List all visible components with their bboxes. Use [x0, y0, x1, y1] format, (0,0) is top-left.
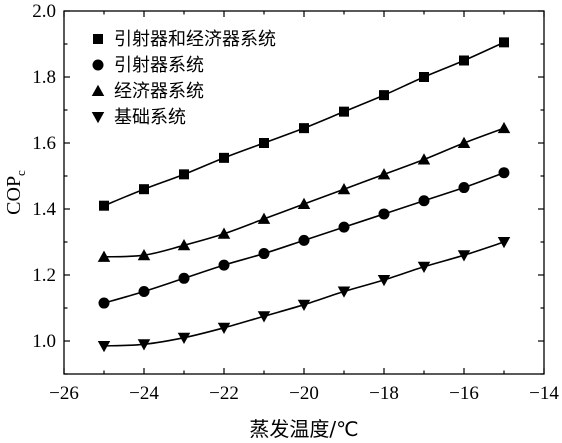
data-point: [139, 184, 149, 195]
data-point: [97, 250, 111, 262]
svg-text:COPc: COPc: [3, 170, 28, 215]
x-tick-label: −20: [289, 383, 319, 404]
data-point: [98, 297, 110, 309]
x-tick-label: −16: [449, 383, 479, 404]
legend-item: 基础系统: [91, 107, 186, 128]
data-point: [497, 237, 511, 249]
data-point: [217, 227, 231, 239]
data-point: [138, 286, 150, 297]
data-point: [497, 121, 511, 134]
data-point: [377, 274, 391, 287]
data-point: [217, 322, 231, 335]
data-point: [337, 286, 351, 298]
y-axis-title-main: COP: [3, 176, 25, 215]
legend-item: 引射器系统: [92, 55, 204, 76]
y-axis: 1.0 1.2 1.4 1.6 1.8 2.0: [32, 1, 544, 375]
data-point: [99, 200, 109, 211]
data-point: [418, 195, 430, 207]
x-tick-label: −18: [369, 383, 399, 404]
data-point: [337, 182, 351, 195]
series-line: [103, 241, 505, 347]
data-point: [377, 168, 391, 180]
legend-label: 基础系统: [114, 107, 186, 128]
legend-marker: [93, 34, 103, 44]
data-point: [499, 37, 509, 48]
data-point: [298, 234, 310, 246]
legend-label: 引射器和经济器系统: [114, 29, 276, 50]
data-point: [297, 299, 311, 311]
y-tick-label: 1.0: [32, 331, 56, 352]
legend-marker: [91, 84, 105, 96]
data-point: [419, 72, 429, 82]
series-3: [97, 121, 511, 262]
x-tick-label: −24: [129, 383, 159, 404]
data-point: [179, 169, 189, 180]
data-point: [417, 153, 431, 165]
x-axis-title: 蒸发温度/℃: [249, 417, 358, 441]
legend-marker: [92, 59, 104, 71]
data-point: [97, 340, 111, 353]
legend-label: 引射器系统: [114, 55, 204, 76]
data-point: [459, 55, 469, 66]
y-tick-label: 1.8: [32, 67, 56, 88]
x-tick-label: −14: [529, 383, 559, 404]
data-point: [137, 248, 151, 261]
data-point: [457, 250, 471, 262]
data-point: [297, 197, 311, 210]
data-point: [498, 167, 510, 179]
y-tick-label: 2.0: [32, 1, 56, 22]
y-axis-title-sub: c: [13, 170, 28, 176]
data-point: [219, 152, 229, 163]
data-point: [137, 339, 151, 351]
data-point: [218, 259, 230, 271]
series-1: [99, 37, 509, 211]
data-point: [177, 239, 191, 251]
data-point: [177, 332, 191, 344]
x-axis: −26 −24 −22 −20 −18 −16 −14: [49, 11, 559, 404]
data-point: [299, 123, 309, 134]
data-point: [378, 208, 390, 220]
series-4: [97, 237, 511, 353]
y-axis-title: COPc: [3, 170, 28, 215]
data-point: [257, 311, 271, 323]
data-point: [259, 138, 269, 148]
x-tick-label: −26: [49, 383, 79, 404]
legend-item: 引射器和经济器系统: [93, 29, 276, 50]
data-point: [257, 212, 271, 224]
y-tick-label: 1.2: [32, 265, 56, 286]
data-point: [379, 90, 389, 101]
data-point: [338, 221, 350, 233]
legend-marker: [91, 112, 105, 124]
data-point: [258, 248, 270, 260]
y-tick-label: 1.6: [32, 133, 56, 154]
legend-label: 经济器系统: [114, 81, 204, 102]
legend-item: 经济器系统: [91, 81, 204, 102]
y-tick-label: 1.4: [32, 199, 56, 220]
series-2: [98, 167, 510, 309]
x-tick-label: −22: [209, 383, 239, 404]
data-point: [417, 261, 431, 273]
series-group: [97, 37, 511, 353]
data-point: [457, 136, 471, 148]
data-point: [178, 272, 190, 284]
data-point: [458, 182, 470, 194]
data-point: [339, 106, 349, 117]
